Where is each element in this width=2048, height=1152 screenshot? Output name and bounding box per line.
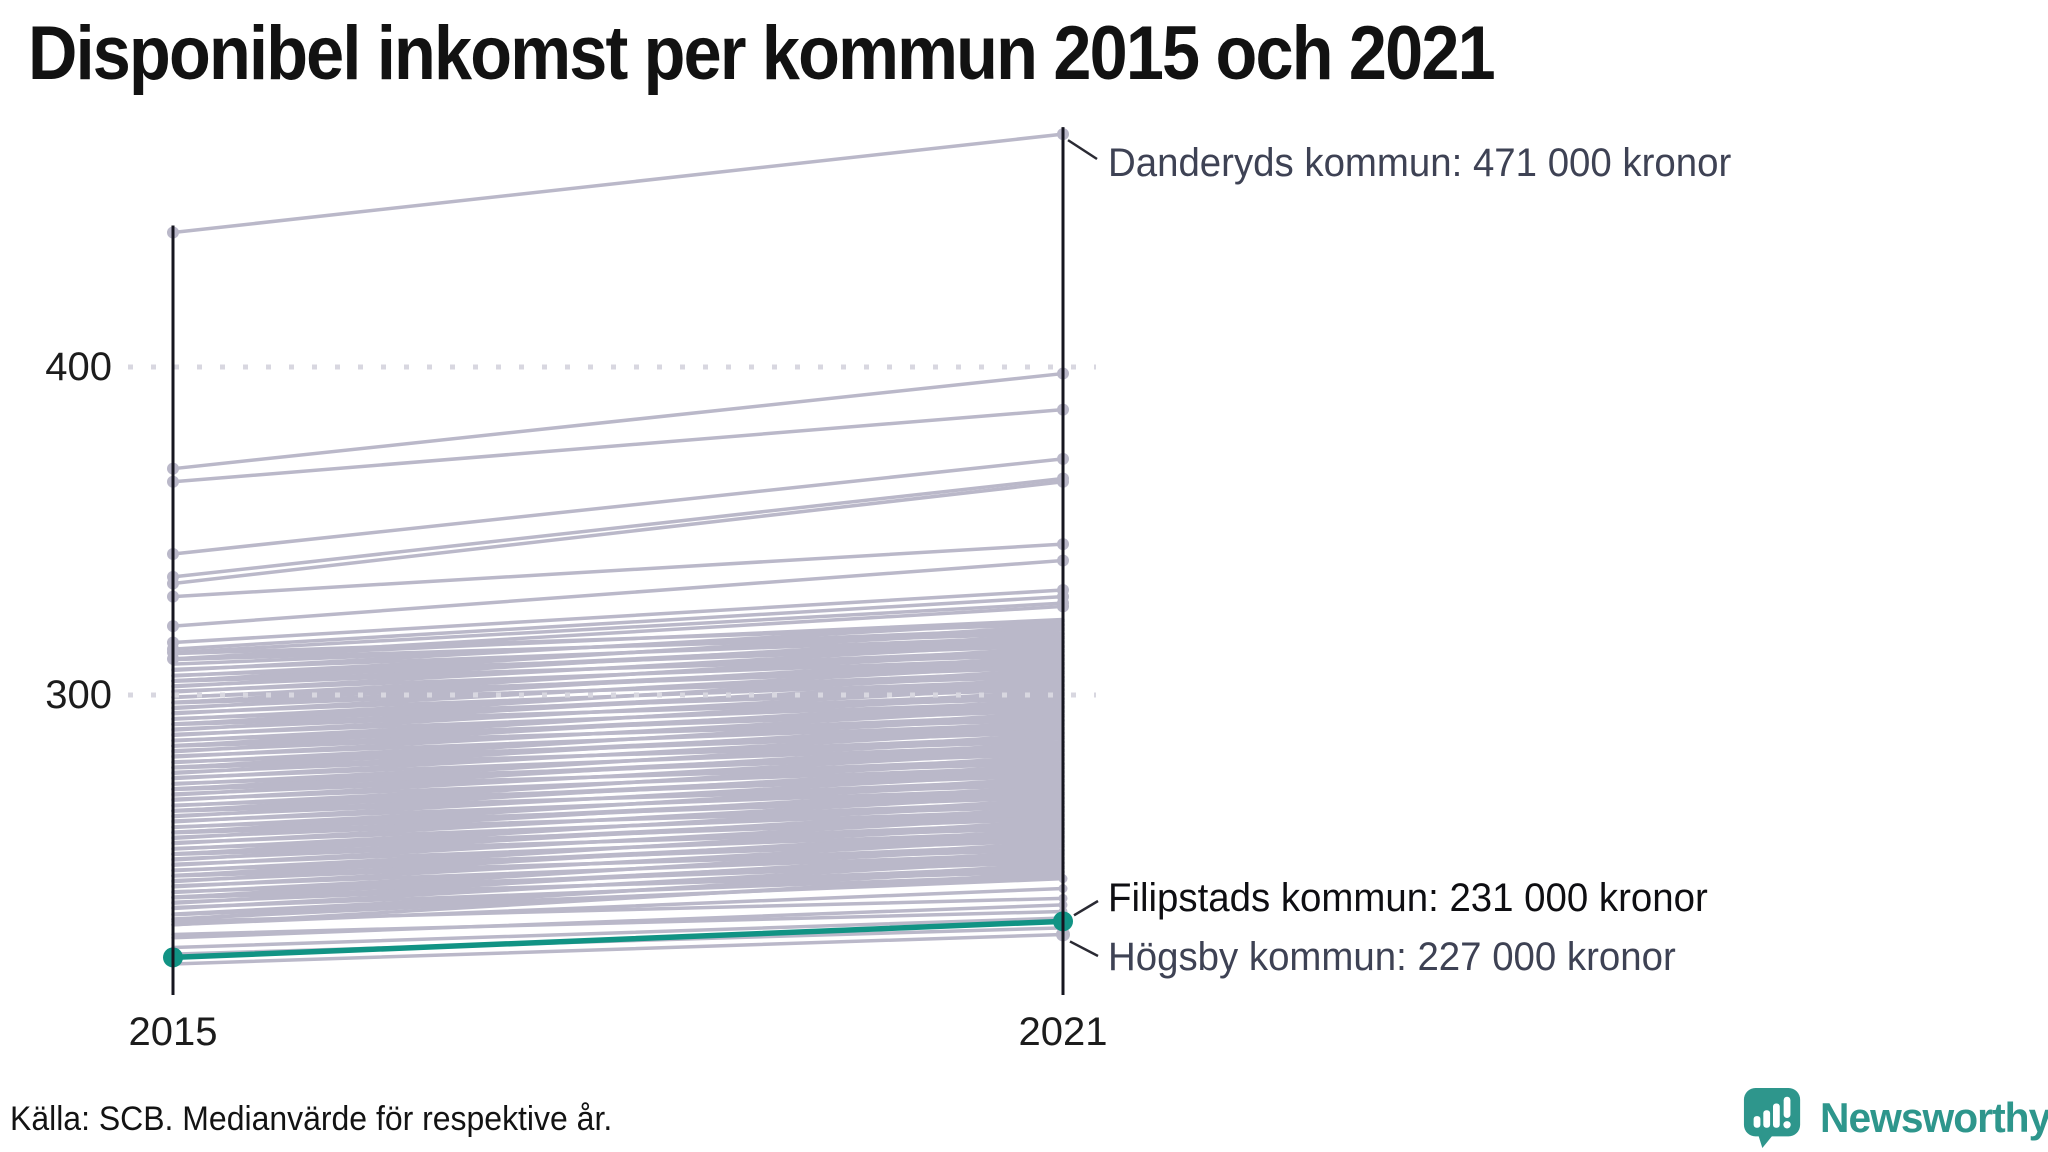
slope-line — [171, 665, 1065, 699]
slope-line — [171, 699, 1065, 737]
slope-line — [171, 896, 1065, 924]
slope-line — [171, 721, 1065, 758]
slope-line — [171, 826, 1065, 857]
y-axis-tick-400: 400 — [45, 345, 112, 389]
slope-line-outlier — [171, 542, 1065, 599]
annotation-connector — [1067, 139, 1098, 161]
slope-line-filipstad — [170, 918, 1066, 961]
newsworthy-logo[interactable]: Newsworthy — [1742, 1086, 2048, 1150]
newsworthy-wordmark: Newsworthy — [1820, 1094, 2048, 1141]
slope-line — [171, 761, 1065, 792]
slope-line — [171, 869, 1065, 900]
newsworthy-speech-bubble-chart-icon — [1743, 1087, 1801, 1149]
slope-line-outlier — [171, 588, 1065, 645]
slope-line — [171, 851, 1065, 888]
slope-line — [171, 783, 1065, 813]
slope-line-outlier — [171, 371, 1065, 471]
slope-line-outlier — [171, 407, 1065, 484]
slope-line — [171, 739, 1065, 770]
annotation-connector — [1069, 940, 1099, 958]
slope-line — [171, 916, 1065, 950]
source-note: Källa: SCB. Medianvärde för respektive å… — [10, 1100, 613, 1138]
slope-line-outlier — [171, 594, 1065, 651]
slope-line-outlier — [171, 457, 1065, 556]
annotation-hogsby: Högsby kommun: 227 000 kronor — [1108, 935, 1676, 979]
slope-line-outlier — [171, 480, 1065, 586]
x-axis-tick-2015: 2015 — [128, 1010, 218, 1054]
slope-line-outlier — [171, 132, 1065, 235]
slope-line — [171, 708, 1065, 743]
slope-line-outlier — [171, 604, 1065, 661]
slope-line — [171, 674, 1065, 705]
slope-line — [171, 860, 1065, 894]
slope-line — [171, 656, 1065, 693]
slope-line — [171, 795, 1065, 829]
slope-line — [171, 696, 1065, 727]
annotation-danderyd: Danderyds kommun: 471 000 kronor — [1108, 141, 1732, 185]
slope-line — [171, 872, 1065, 910]
slope-line-outlier — [171, 476, 1065, 579]
chart-title: Disponibel inkomst per kommun 2015 och 2… — [28, 11, 1496, 96]
slope-line — [171, 752, 1065, 786]
slope-line — [171, 644, 1065, 678]
slope-line — [171, 817, 1065, 851]
slope-line — [171, 848, 1065, 878]
annotation-filipstad: Filipstads kommun: 231 000 kronor — [1108, 876, 1708, 920]
slope-line — [171, 718, 1065, 748]
slope-line — [171, 876, 1065, 917]
slope-line — [171, 634, 1065, 672]
slope-line — [171, 909, 1065, 937]
slope-line — [171, 838, 1065, 872]
slope-line — [171, 631, 1065, 662]
slope-line — [171, 678, 1065, 715]
slope-line — [171, 730, 1065, 764]
slope-line — [171, 786, 1065, 823]
slope-line-outlier — [171, 558, 1065, 628]
slope-line — [171, 804, 1065, 835]
slope-line-hogsby — [171, 932, 1065, 966]
slope-line-outlier — [171, 601, 1065, 655]
slope-line — [171, 764, 1065, 802]
slope-line — [171, 653, 1065, 683]
annotation-connector — [1073, 899, 1099, 917]
slope-line — [171, 808, 1065, 845]
x-axis-tick-2021: 2021 — [1018, 1010, 1108, 1054]
slope-line — [171, 743, 1065, 780]
slope-line — [171, 829, 1065, 866]
slope-line — [171, 773, 1065, 807]
y-axis-tick-300: 300 — [45, 673, 112, 717]
